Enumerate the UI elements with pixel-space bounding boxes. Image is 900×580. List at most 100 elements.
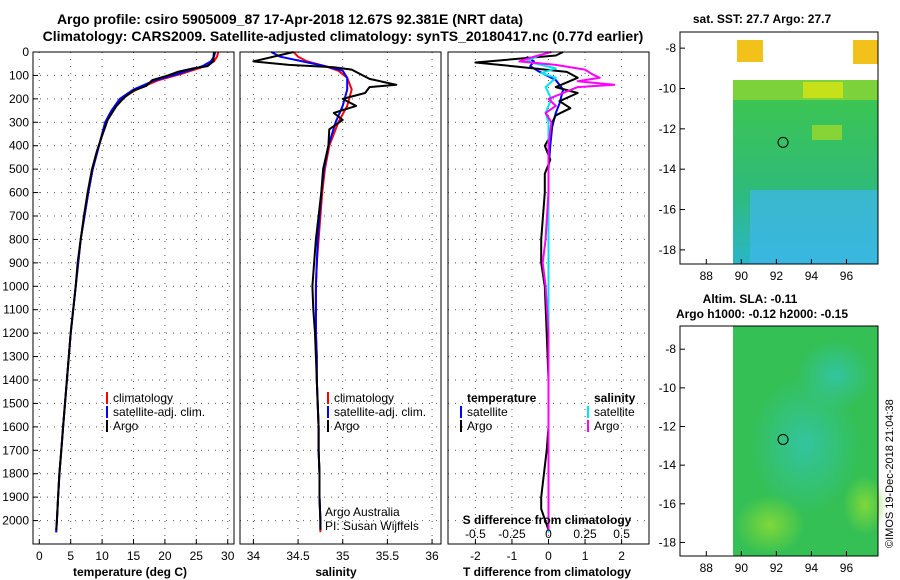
s-diff-tick-label: 0.5 — [613, 527, 630, 541]
sst-map-title: sat. SST: 27.7 Argo: 27.7 — [693, 12, 832, 26]
s-diff-tick-label: 0 — [545, 527, 552, 541]
s-difference-axis-label: S difference from climatology — [463, 513, 632, 527]
sla-map-argo-marker — [777, 433, 789, 445]
credit-line1: Argo Australia — [325, 505, 400, 519]
y-tick-label: 1300 — [2, 350, 29, 364]
sst-field-north-patch-3 — [803, 82, 843, 98]
legend-t-satellite-label: satellite — [467, 405, 508, 419]
temperature-panel: 0100200300400500600700800900100011001200… — [2, 45, 234, 579]
salinity-axes-frame — [239, 51, 442, 545]
y-tick-label: 1800 — [2, 467, 29, 481]
y-tick-label: 1100 — [3, 303, 29, 317]
legend-climatology-label: climatology — [113, 391, 173, 405]
sst-field-speckle — [812, 125, 842, 140]
map-lon-label: 94 — [805, 561, 819, 575]
y-tick-label: 1700 — [2, 443, 29, 457]
temperature-lines — [55, 51, 220, 533]
s-diff-tick-label: -0.25 — [498, 527, 526, 541]
map-lat-label: -12 — [659, 122, 677, 136]
temperature-axis-ticks: 0 5 10 15 20 25 30 — [36, 539, 235, 563]
t-difference-axis-ticks: -2 -1 0 1 2 — [470, 539, 625, 563]
y-tick-label: 800 — [9, 232, 29, 246]
x-tick-label: -2 — [470, 549, 481, 563]
x-tick-label: 25 — [190, 549, 204, 563]
map-lat-label: -8 — [665, 41, 676, 55]
sla-field-glow-south — [735, 495, 805, 555]
map-lon-label: 88 — [700, 561, 714, 575]
sst-field-north-patch-1 — [737, 40, 763, 62]
y-tick-label: 900 — [9, 256, 29, 270]
y-tick-label: 300 — [9, 115, 29, 129]
figure-title-line2: Climatology: CARS2009. Satellite-adjuste… — [43, 28, 644, 44]
x-tick-label: 2 — [618, 549, 625, 563]
salinity-axis-label: salinity — [315, 565, 357, 579]
y-tick-label: 1600 — [2, 420, 29, 434]
temperature-axis-label: temperature (deg C) — [73, 565, 187, 579]
y-tick-label: 1400 — [2, 373, 29, 387]
x-tick-label: 0 — [36, 549, 43, 563]
map-lat-label: -12 — [659, 420, 677, 434]
map-lon-label: 96 — [840, 561, 854, 575]
y-tick-label: 1500 — [2, 396, 29, 410]
sst-map: sat. SST: 27.7 Argo: 27.7 88 90 92 94 96 -8 -1… — [659, 12, 879, 283]
legend-argo-label: Argo — [334, 419, 360, 433]
sla-map-ticks: 88 90 92 94 96 -8 -10 -12 -14 -16 -18 — [659, 342, 854, 575]
figure-title-line1: Argo profile: csiro 5905009_87 17-Apr-20… — [57, 11, 523, 27]
y-tick-label: 400 — [9, 139, 29, 153]
y-tick-label: 0 — [22, 45, 29, 59]
series-line-satellite — [270, 51, 349, 528]
legend-satellite-label: satellite-adj. clim. — [113, 405, 205, 419]
salinity-panel: 34 34.5 35 35.5 36 salinity climatology sate… — [239, 51, 442, 579]
x-tick-label: 35.5 — [376, 549, 400, 563]
legend-salinity-title: salinity — [594, 391, 636, 405]
legend-argo-label: Argo — [113, 419, 139, 433]
t-difference-axis-label: T difference from climatology — [463, 565, 631, 579]
y-tick-label: 2000 — [2, 514, 29, 528]
map-lon-label: 90 — [735, 269, 749, 283]
depth-axis-ticks: 0 100 200 300 400 500 600 700 800 900 1000 1100 1200… — [2, 45, 38, 528]
map-lon-label: 90 — [735, 561, 749, 575]
x-tick-label: 0 — [545, 549, 552, 563]
map-lat-label: -14 — [659, 458, 677, 472]
sst-field-north-patch-2 — [853, 40, 878, 64]
legend-t-argo-label: Argo — [467, 419, 493, 433]
x-tick-label: 1 — [582, 549, 589, 563]
legend-s-argo-label: Argo — [594, 419, 620, 433]
sla-field-teal-north — [797, 340, 873, 410]
y-tick-label: 600 — [9, 186, 29, 200]
salinity-axis-ticks: 34 34.5 35 35.5 36 — [247, 539, 439, 563]
y-tick-label: 200 — [9, 92, 29, 106]
y-tick-label: 1200 — [2, 326, 29, 340]
series-line-s-argo — [518, 51, 616, 530]
map-lon-label: 96 — [840, 269, 854, 283]
y-tick-label: 100 — [9, 68, 29, 82]
x-tick-label: 15 — [127, 549, 141, 563]
map-lon-label: 92 — [770, 561, 784, 575]
s-diff-tick-label: -0.5 — [465, 527, 486, 541]
sla-map: Altim. SLA: -0.11 Argo h1000: -0.12 h200… — [659, 292, 887, 575]
sla-map-frame — [679, 325, 879, 557]
temperature-grid — [33, 51, 234, 544]
x-tick-label: 5 — [67, 549, 74, 563]
map-lat-label: -8 — [665, 342, 676, 356]
map-lat-label: -10 — [659, 381, 677, 395]
argo-float-marker — [777, 433, 789, 445]
legend-s-satellite-label: satellite — [594, 405, 635, 419]
x-tick-label: 20 — [158, 549, 172, 563]
sst-map-frame — [679, 31, 879, 265]
x-tick-label: 35 — [336, 549, 350, 563]
sst-map-ticks: 88 90 92 94 96 -8 -10 -12 -14 -16 -18 — [659, 41, 854, 283]
series-line-satellite — [55, 51, 217, 533]
y-tick-label: 700 — [9, 209, 29, 223]
map-lat-label: -18 — [659, 535, 677, 549]
legend-temperature-title: temperature — [467, 391, 537, 405]
series-line-argo — [55, 51, 215, 530]
credit-line2: PI: Susan Wijffels — [325, 519, 419, 533]
map-lat-label: -10 — [659, 81, 677, 95]
temperature-legend: climatology satellite-adj. clim. Argo — [106, 391, 205, 433]
imos-timestamp: ©IMOS 19-Dec-2018 21:04:38 — [884, 399, 896, 548]
difference-lines — [474, 51, 616, 533]
y-tick-label: 500 — [9, 162, 29, 176]
sst-field-cold-patch — [750, 190, 878, 264]
